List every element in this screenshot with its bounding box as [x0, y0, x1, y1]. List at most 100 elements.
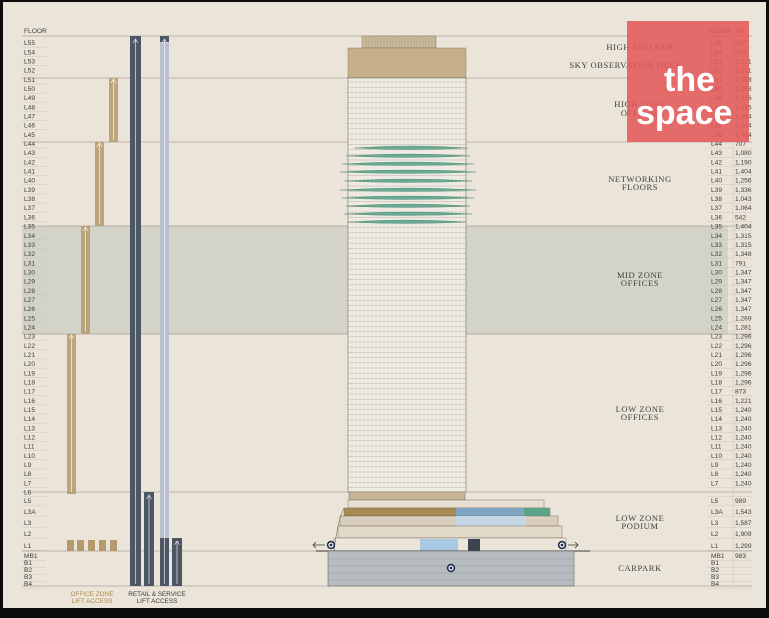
lift-arrow-icon	[68, 78, 117, 492]
floor-label: L26	[24, 306, 35, 313]
floor-label: L24	[24, 324, 35, 331]
floor-label: B4	[24, 581, 32, 588]
zone-networking-floors: FLOORS	[622, 182, 658, 192]
floor-area-value: 1,240	[735, 471, 752, 478]
floor-label-right: L16	[711, 398, 722, 405]
floor-label: L35	[24, 224, 35, 231]
floor-label: L41	[24, 169, 35, 176]
floor-area-value: 1,299	[735, 543, 752, 550]
floor-label-right: L3A	[711, 509, 723, 516]
floor-label: B2	[24, 567, 32, 574]
zone-networking: NETWORKING	[608, 174, 672, 184]
tower-elevation	[316, 35, 590, 587]
floor-label-right: L17	[711, 389, 722, 396]
tower-shaft	[347, 77, 467, 493]
floor-label: L30	[24, 269, 35, 276]
floor-label: B1	[24, 560, 32, 567]
legend: OFFICE ZONE LIFT ACCESS RETAIL & SERVICE…	[71, 591, 186, 605]
floor-label-right: L35	[711, 224, 722, 231]
floor-area-value: 1,348	[735, 251, 752, 258]
floor-label: L13	[24, 425, 35, 432]
floor-label: L20	[24, 361, 35, 368]
floor-label: L3A	[24, 509, 36, 516]
floor-label-right: L34	[711, 233, 722, 240]
floor-area-value: 1,336	[735, 187, 752, 194]
arrow-left-icon	[312, 541, 325, 549]
floor-area-value: 1,315	[735, 233, 752, 240]
floor-area-value: 1,347	[735, 279, 752, 286]
zone-podium-label: PODIUM	[621, 521, 658, 531]
floor-label: L44	[24, 141, 35, 148]
floor-area-value: 1,256	[735, 178, 752, 185]
floor-label-right: L30	[711, 269, 722, 276]
svg-text:space: space	[636, 94, 732, 132]
floor-label-right: L15	[711, 407, 722, 414]
zone-mid-zone-offices: OFFICES	[621, 278, 659, 288]
floor-area-value: 1,347	[735, 306, 752, 313]
floor-area-value: 1,240	[735, 444, 752, 451]
floor-area-value: 1,347	[735, 269, 752, 276]
floor-area-value: 1,240	[735, 434, 752, 441]
floor-label-right: L25	[711, 315, 722, 322]
legend-retail-lift-access: LIFT ACCESS	[137, 598, 178, 605]
floor-area-value: 791	[735, 260, 746, 267]
floor-label-right: L3	[711, 520, 719, 527]
floor-label-right: L22	[711, 343, 722, 350]
floor-label: L9	[24, 462, 32, 469]
floor-area-value: 1,064	[735, 205, 752, 212]
floor-label: L33	[24, 242, 35, 249]
floor-label: L48	[24, 104, 35, 111]
floor-label: L31	[24, 260, 35, 267]
floor-label: L21	[24, 352, 35, 359]
floor-label-right: L1	[711, 543, 719, 550]
floor-label-right: L32	[711, 251, 722, 258]
floor-label: L39	[24, 187, 35, 194]
floor-label: L29	[24, 279, 35, 286]
right-floor-labels: L55L54L53L52L51L50L49L48L47L46L45L44L43L…	[711, 40, 725, 588]
floor-label-right: L7	[711, 480, 719, 487]
floor-label-right: L42	[711, 159, 722, 166]
floor-label-right: L2	[711, 531, 719, 538]
floor-label: L45	[24, 132, 35, 139]
floor-label-right: L11	[711, 444, 722, 451]
floor-label-right: L29	[711, 279, 722, 286]
floor-header-left: FLOOR	[24, 28, 47, 35]
floor-label: L19	[24, 370, 35, 377]
floor-area-value: 1,240	[735, 425, 752, 432]
arrow-right-icon	[568, 541, 579, 549]
floor-area-value: 1,315	[735, 242, 752, 249]
floor-area-value: 873	[735, 389, 746, 396]
floor-label-right: L24	[711, 324, 722, 331]
floor-label: L46	[24, 123, 35, 130]
floor-area-value: 1,296	[735, 352, 752, 359]
floor-label-right: MB1	[711, 553, 725, 560]
floor-label: B3	[24, 574, 32, 581]
floor-label: L28	[24, 288, 35, 295]
floor-area-value: 1,296	[735, 379, 752, 386]
office-zone-lifts	[67, 78, 118, 551]
floor-label-right: L18	[711, 379, 722, 386]
metro-icon	[326, 540, 336, 550]
floor-label-right: L36	[711, 214, 722, 221]
floor-area-value: 983	[735, 553, 746, 560]
floor-area-value: 1,347	[735, 297, 752, 304]
floor-area-value: 1,240	[735, 462, 752, 469]
floor-label-right: L31	[711, 260, 722, 267]
floor-label: L32	[24, 251, 35, 258]
floor-area-value: 1,909	[735, 531, 752, 538]
floor-label-right: L40	[711, 178, 722, 185]
floor-area-value: 1,221	[735, 398, 752, 405]
floor-label-right: L39	[711, 187, 722, 194]
floor-label: L2	[24, 531, 32, 538]
legend-retail-service: RETAIL & SERVICE	[128, 591, 185, 598]
floor-label: L6	[24, 490, 32, 497]
zone-low-zone: LOW ZONE	[616, 404, 665, 414]
floor-label-right: L33	[711, 242, 722, 249]
floor-label: L18	[24, 379, 35, 386]
floor-label-right: L44	[711, 141, 722, 148]
floor-area-value: 1,296	[735, 370, 752, 377]
floor-label: MB1	[24, 553, 38, 560]
floor-label-right: L9	[711, 462, 719, 469]
floor-label: L47	[24, 114, 35, 121]
